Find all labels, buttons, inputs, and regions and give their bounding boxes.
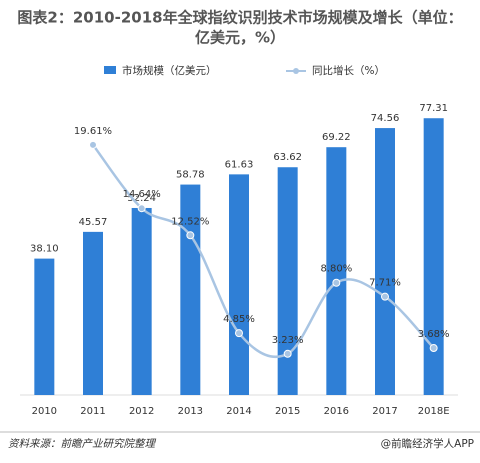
bar: [423, 118, 444, 396]
x-tick-label: 2018E: [418, 406, 450, 417]
line-point: [137, 204, 146, 213]
x-tick-label: 2010: [32, 406, 57, 417]
credit: @前瞻经济学人APP: [381, 437, 474, 450]
line-value-label: 19.61%: [74, 126, 112, 137]
line-point: [186, 231, 195, 240]
bar: [277, 167, 298, 395]
line-point: [332, 278, 341, 287]
bar-value-label: 77.31: [419, 103, 448, 114]
line-value-label: 8.80%: [320, 264, 352, 275]
chart-title: 图表2：2010-2018年全球指纹识别技术市场规模及增长（单位：: [17, 9, 462, 27]
line-value-label: 4.85%: [223, 314, 255, 325]
bar-value-label: 63.62: [273, 152, 302, 163]
line-value-label: 7.71%: [369, 278, 401, 289]
source: 资料来源：前瞻产业研究院整理: [8, 438, 156, 450]
chart-subtitle: 亿美元，%）: [195, 29, 285, 47]
line-value-label: 14.64%: [123, 189, 161, 200]
legend-label: 同比增长（%）: [312, 64, 385, 77]
line-point: [235, 329, 243, 338]
bar: [326, 147, 347, 395]
bar-value-label: 61.63: [225, 159, 254, 170]
bar-value-label: 45.57: [79, 217, 108, 228]
legend-swatch: [104, 66, 116, 74]
line-value-label: 3.68%: [418, 329, 450, 340]
bar-value-label: 58.78: [176, 170, 205, 181]
bar: [375, 128, 395, 395]
bar-value-label: 52.24: [127, 193, 156, 204]
line-value-label: 12.52%: [171, 216, 209, 227]
x-tick-label: 2015: [275, 406, 300, 417]
x-tick-label: 2014: [226, 406, 251, 417]
bar: [83, 231, 103, 395]
bar: [180, 184, 201, 395]
growth-line: [92, 144, 435, 359]
x-tick-label: 2016: [324, 406, 349, 417]
legend-label: 市场规模（亿美元）: [122, 64, 217, 77]
bar: [34, 258, 55, 395]
bar-value-label: 69.22: [322, 132, 351, 143]
x-tick-label: 2011: [80, 406, 105, 417]
line-value-label: 3.23%: [272, 335, 304, 346]
x-tick-label: 2012: [129, 406, 154, 417]
line-point: [381, 292, 389, 301]
line-point: [89, 140, 97, 149]
line-point: [429, 344, 438, 353]
bar-value-label: 74.56: [371, 113, 400, 124]
bar-value-label: 38.10: [30, 244, 59, 255]
bar: [131, 207, 152, 395]
bar: [229, 174, 249, 395]
legend-swatch: [293, 68, 299, 74]
x-tick-label: 2013: [178, 406, 203, 417]
x-tick-label: 2017: [372, 406, 397, 417]
line-point: [283, 349, 292, 358]
